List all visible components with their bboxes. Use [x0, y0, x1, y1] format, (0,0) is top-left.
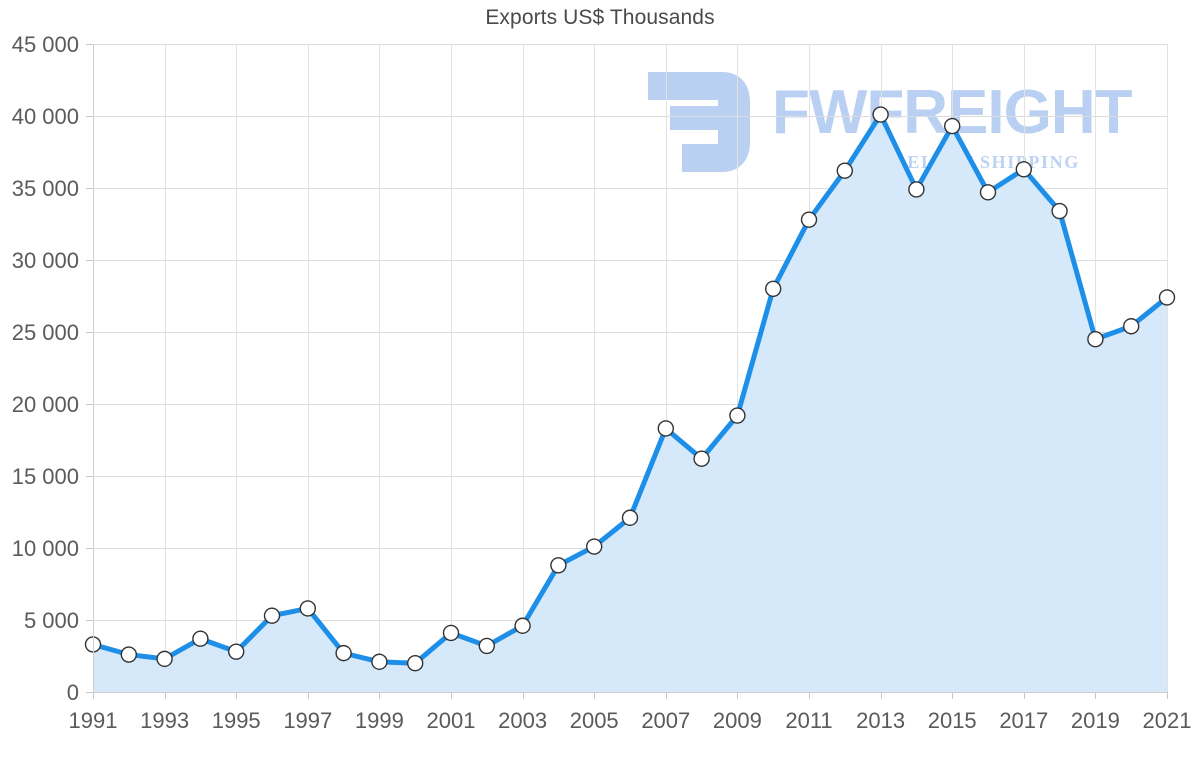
data-point[interactable] — [407, 655, 424, 672]
x-axis-tick-label: 2001 — [427, 708, 476, 733]
y-axis-tick-label: 45 000 — [12, 32, 79, 57]
data-point[interactable] — [371, 653, 388, 670]
x-axis-tick-label: 2013 — [856, 708, 905, 733]
x-axis-labels: 1991 1993 1995 1997 1999 2001 2003 2005 2007 2009… — [69, 708, 1192, 733]
data-point[interactable] — [908, 181, 925, 198]
data-point[interactable] — [1015, 161, 1032, 178]
axis-lines — [93, 44, 1167, 693]
x-axis-tick-label: 2005 — [570, 708, 619, 733]
x-axis-tick-label: 2021 — [1143, 708, 1192, 733]
x-axis-tick-label: 1999 — [355, 708, 404, 733]
y-axis-tick-label: 25 000 — [12, 320, 79, 345]
data-point[interactable] — [192, 630, 209, 647]
data-point[interactable] — [120, 646, 138, 663]
data-point[interactable] — [836, 162, 853, 179]
y-axis-tick-label: 15 000 — [12, 464, 79, 489]
data-point[interactable] — [765, 280, 782, 297]
data-point[interactable] — [514, 617, 531, 634]
data-point[interactable] — [979, 184, 997, 201]
y-axis-tick-label: 35 000 — [12, 176, 79, 201]
x-axis-tick-label: 2017 — [999, 708, 1048, 733]
data-point[interactable] — [872, 106, 889, 123]
data-point[interactable] — [1158, 289, 1176, 306]
x-axis-tick-label: 2019 — [1071, 708, 1120, 733]
x-axis-tick-label: 2015 — [928, 708, 977, 733]
data-point[interactable] — [550, 557, 567, 574]
area-fill — [93, 114, 1167, 692]
data-point[interactable] — [1122, 318, 1140, 335]
data-point[interactable] — [227, 643, 245, 660]
x-axis-tick-label: 2007 — [641, 708, 690, 733]
x-axis-tick-label: 2009 — [713, 708, 762, 733]
x-axis-tick-label: 1993 — [140, 708, 189, 733]
y-axis-tick-label: 30 000 — [12, 248, 79, 273]
y-axis-tick-label: 5 000 — [24, 608, 79, 633]
data-point[interactable] — [1087, 331, 1104, 348]
y-axis-tick-label: 40 000 — [12, 104, 79, 129]
chart-title: Exports US$ Thousands — [485, 6, 715, 29]
data-point[interactable] — [335, 644, 352, 662]
data-point[interactable] — [299, 600, 316, 617]
y-axis-tick-label: 0 — [67, 680, 79, 705]
x-axis-tick-label: 1997 — [283, 708, 332, 733]
data-point[interactable] — [263, 607, 281, 624]
data-point[interactable] — [442, 624, 460, 642]
data-point[interactable] — [693, 450, 710, 467]
x-axis-tick-label: 1995 — [212, 708, 261, 733]
data-point[interactable] — [621, 509, 639, 526]
data-point[interactable] — [800, 211, 818, 228]
data-point[interactable] — [586, 538, 603, 555]
data-point[interactable] — [478, 637, 495, 655]
data-point[interactable] — [156, 650, 173, 668]
y-axis-tick-label: 10 000 — [12, 536, 79, 561]
data-point[interactable] — [944, 117, 961, 135]
data-point[interactable] — [1051, 202, 1068, 220]
data-point[interactable] — [657, 420, 674, 437]
x-axis-tick-label: 2011 — [785, 708, 832, 733]
data-point[interactable] — [729, 407, 746, 424]
x-axis-tick-label: 2003 — [498, 708, 547, 733]
y-axis-labels: 0 5 000 10 000 15 000 20 000 25 000 30 000 35 0… — [12, 32, 79, 705]
data-markers[interactable] — [84, 106, 1176, 672]
y-axis-tick-label: 20 000 — [12, 392, 79, 417]
x-axis-tick-label: 1991 — [69, 708, 118, 733]
